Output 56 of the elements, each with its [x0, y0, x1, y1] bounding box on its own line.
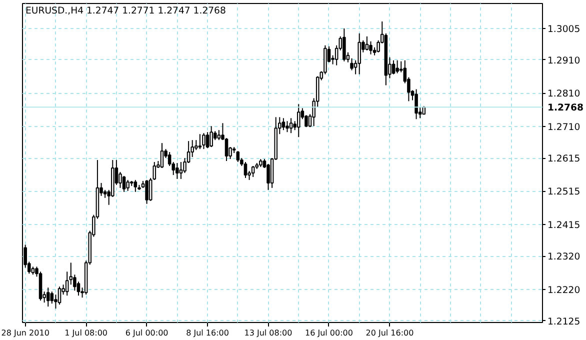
candlestick	[168, 152, 172, 166]
candlestick	[224, 138, 228, 162]
candlestick	[251, 165, 255, 178]
candlestick	[46, 287, 50, 308]
candlestick	[122, 175, 126, 192]
y-tick-label: 1.2515	[548, 186, 580, 198]
x-tick-label: 6 Jul 00:00	[125, 328, 168, 338]
y-tick-label: 1.2615	[548, 154, 580, 165]
candlestick	[76, 281, 80, 296]
candlestick	[217, 130, 221, 141]
x-tick-label: 28 Jun 2010	[1, 328, 50, 338]
candlestick	[160, 142, 164, 168]
candlestick	[286, 120, 289, 133]
candlestick	[392, 60, 396, 75]
y-tick-label: 1.2710	[548, 122, 580, 133]
x-tick-label: 1 Jul 08:00	[64, 328, 108, 338]
candlestick	[369, 40, 372, 55]
candlestick	[350, 58, 354, 71]
candlestick	[58, 286, 62, 306]
candlestick	[198, 134, 202, 150]
chart-title: EURUSD.,H4 1.2747 1.2771 1.2747 1.2768	[26, 6, 226, 16]
y-tick-label: 1.2220	[548, 284, 580, 296]
candlestick	[414, 88, 418, 120]
candlestick	[148, 177, 152, 202]
candlestick	[118, 171, 122, 188]
candlestick	[396, 60, 399, 74]
candlestick	[244, 162, 248, 178]
candlestick	[342, 28, 346, 62]
candlestick	[126, 179, 130, 192]
candlestick	[65, 271, 69, 296]
x-tick-label: 16 Jul 00:00	[305, 328, 353, 338]
y-tick-label: 1.2415	[548, 220, 580, 231]
y-tick-label: 1.2810	[548, 88, 580, 100]
ref-line-label: 1.2768	[548, 102, 584, 114]
y-tick-label: 1.2125	[548, 316, 580, 328]
y-tick-label: 1.2320	[548, 252, 580, 263]
candlestick	[202, 132, 206, 150]
candlestick	[145, 179, 148, 204]
x-tick-label: 20 Jul 16:00	[366, 328, 414, 338]
candlestick	[289, 118, 293, 134]
x-tick-label: 8 Jul 16:00	[186, 328, 229, 338]
candlestick	[134, 179, 138, 192]
y-tick-label: 1.2910	[548, 55, 580, 66]
candlestick	[152, 162, 156, 180]
candlestick	[236, 150, 240, 163]
candlestick	[296, 104, 300, 138]
y-tick-label: 1.3005	[548, 24, 580, 35]
candlestick	[365, 36, 369, 51]
candlestick	[50, 291, 54, 304]
candlestick	[179, 162, 183, 180]
candlestick	[176, 162, 179, 180]
candlestick	[358, 32, 361, 75]
x-tick-label: 13 Jul 08:00	[244, 328, 292, 338]
candlestick	[282, 118, 286, 131]
candlestick	[206, 132, 210, 149]
candlestick	[210, 126, 213, 148]
